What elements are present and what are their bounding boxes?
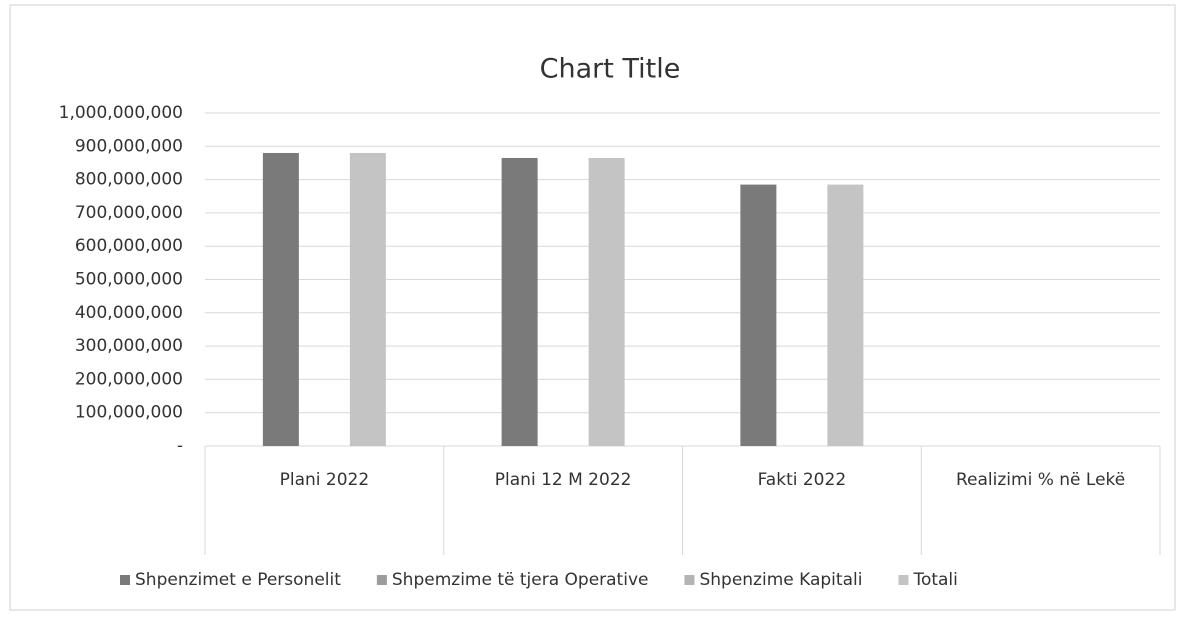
y-tick-label: 400,000,000 <box>75 303 183 323</box>
y-tick-label: 600,000,000 <box>75 236 183 256</box>
x-tick-label-box: Plani 2022 <box>279 470 370 490</box>
x-tick-label-box: Plani 12 M 2022 <box>494 470 632 490</box>
y-tick-label: 300,000,000 <box>75 336 183 356</box>
x-tick-label: Fakti 2022 <box>757 470 847 490</box>
y-tick-label: 700,000,000 <box>75 203 183 223</box>
y-tick-label: 900,000,000 <box>75 136 183 156</box>
bar <box>827 184 864 446</box>
legend-label: Shpenzime Kapitali <box>699 570 862 590</box>
y-tick-label: 100,000,000 <box>75 403 183 423</box>
y-tick-label: 800,000,000 <box>75 170 183 190</box>
legend-label: Totali <box>912 570 957 590</box>
x-tick-label: Plani 12 M 2022 <box>494 470 632 490</box>
bar <box>740 184 777 446</box>
chart-title: Chart Title <box>540 54 681 85</box>
bar <box>501 157 538 446</box>
bar <box>588 157 625 446</box>
bar <box>262 152 299 446</box>
y-tick-label: 500,000,000 <box>75 270 183 290</box>
x-tick-label: Plani 2022 <box>279 470 370 490</box>
y-tick-label: 200,000,000 <box>75 369 183 389</box>
legend-label: Shpemzime të tjera Operative <box>392 570 649 590</box>
legend-swatch <box>376 575 387 585</box>
legend-swatch <box>898 575 909 585</box>
x-tick-label: Realizimi % në Lekë <box>956 470 1126 490</box>
legend-swatch <box>120 575 130 585</box>
legend-label: Shpenzimet e Personelit <box>135 570 341 590</box>
bar <box>349 152 386 446</box>
y-tick-label: - <box>177 436 183 456</box>
legend-swatch <box>684 575 695 585</box>
y-tick-label: 1,000,000,000 <box>59 103 183 123</box>
x-tick-label-box: Fakti 2022 <box>757 470 847 490</box>
x-tick-label-box: Realizimi % në Lekë <box>956 470 1126 490</box>
